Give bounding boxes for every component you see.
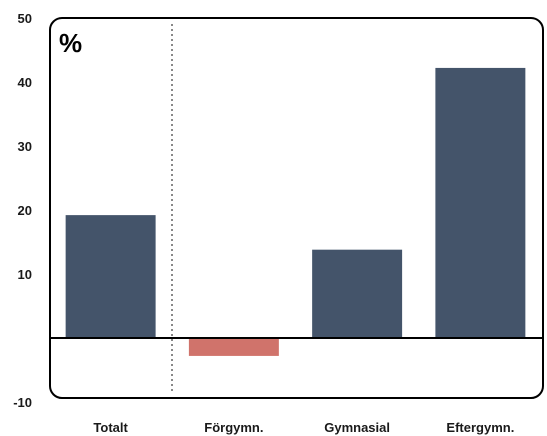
y-tick-label: 10 — [18, 267, 32, 282]
plot-frame — [49, 17, 544, 399]
y-tick-label: 50 — [18, 11, 32, 26]
y-tick-label: 30 — [18, 139, 32, 154]
bar-eftergymn — [435, 67, 526, 339]
category-label: Gymnasial — [324, 420, 390, 435]
y-axis-ticks: -10 10 20 30 40 50 — [13, 11, 32, 410]
category-label: Eftergymn. — [446, 420, 514, 435]
category-label: Förgymn. — [204, 420, 263, 435]
bar-totalt — [65, 215, 156, 338]
y-tick-label: -10 — [13, 395, 32, 410]
bar-gymnasial — [312, 249, 403, 338]
y-tick-label: 20 — [18, 203, 32, 218]
category-label: Totalt — [93, 420, 128, 435]
y-tick-label: 40 — [18, 75, 32, 90]
unit-label: % — [59, 28, 82, 58]
x-axis-categories: Totalt Förgymn. Gymnasial Eftergymn. — [93, 420, 514, 435]
bars — [65, 67, 526, 356]
bar-f-rgymn — [188, 338, 279, 356]
